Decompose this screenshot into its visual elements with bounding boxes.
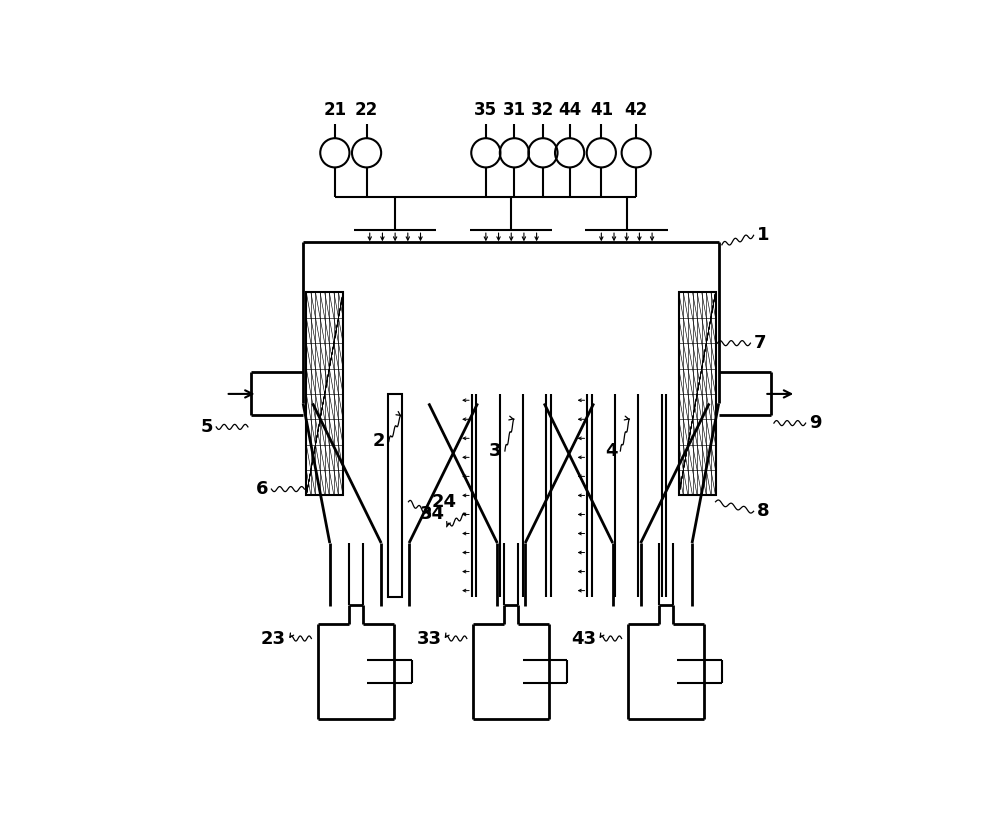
- Text: 6: 6: [256, 480, 268, 498]
- Text: 9: 9: [809, 414, 821, 432]
- Text: 8: 8: [757, 503, 769, 520]
- Text: 4: 4: [605, 442, 617, 460]
- Text: 44: 44: [558, 101, 581, 119]
- Text: 41: 41: [590, 101, 613, 119]
- Text: 35: 35: [474, 101, 497, 119]
- Text: 3: 3: [489, 442, 502, 460]
- Text: 21: 21: [323, 101, 346, 119]
- Text: 1: 1: [757, 227, 769, 244]
- Text: 2: 2: [373, 433, 386, 451]
- Text: 31: 31: [503, 101, 526, 119]
- Bar: [388, 394, 402, 597]
- Text: 42: 42: [625, 101, 648, 119]
- Text: 43: 43: [571, 630, 596, 648]
- Bar: [306, 293, 343, 495]
- Text: 33: 33: [416, 630, 441, 648]
- Text: 22: 22: [355, 101, 378, 119]
- Text: 24: 24: [432, 493, 457, 511]
- Text: 5: 5: [201, 418, 213, 436]
- Text: 34: 34: [420, 505, 445, 523]
- Text: 32: 32: [531, 101, 555, 119]
- Text: 23: 23: [261, 630, 286, 648]
- Bar: [679, 293, 716, 495]
- Text: 7: 7: [754, 335, 766, 352]
